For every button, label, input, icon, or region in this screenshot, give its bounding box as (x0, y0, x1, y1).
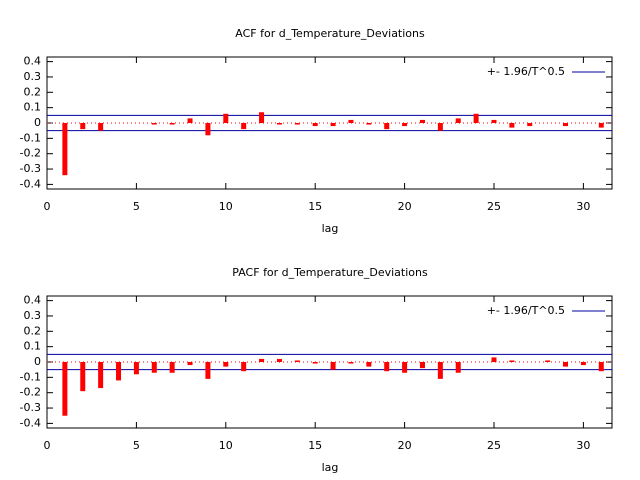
y-tick-label: 0.4 (24, 55, 42, 68)
y-tick-label: 0.2 (24, 324, 42, 337)
bar (312, 123, 318, 127)
bar (384, 362, 390, 372)
bar (598, 123, 604, 128)
bar (419, 362, 425, 369)
x-tick-label: 10 (219, 439, 233, 452)
x-axis-label: lag (322, 222, 339, 235)
chart-title: ACF for d_Temperature_Deviations (235, 27, 425, 40)
bar (509, 360, 515, 362)
x-tick-label: 15 (308, 439, 322, 452)
x-tick-label: 15 (308, 200, 322, 213)
y-tick-label: -0.3 (20, 401, 41, 414)
x-tick-label: 30 (576, 439, 590, 452)
bar (294, 123, 300, 125)
bar (366, 362, 372, 367)
bar (384, 123, 390, 130)
bar (205, 362, 211, 379)
y-tick-label: -0.1 (20, 131, 41, 144)
y-tick-label: 0 (34, 355, 41, 368)
y-tick-label: -0.2 (20, 386, 41, 399)
bar (563, 362, 569, 367)
bar (80, 362, 86, 392)
y-tick-label: 0.1 (24, 340, 42, 353)
bar (437, 362, 443, 379)
bar (276, 358, 282, 362)
x-tick-label: 25 (487, 200, 501, 213)
bar (348, 362, 354, 364)
bar (276, 123, 282, 125)
x-tick-label: 10 (219, 200, 233, 213)
bar (223, 362, 229, 367)
y-tick-label: 0.1 (24, 101, 42, 114)
bar (455, 362, 461, 373)
bar (419, 119, 425, 123)
y-tick-label: 0.4 (24, 294, 42, 307)
bar (455, 118, 461, 123)
bar (62, 123, 68, 176)
bar (598, 362, 604, 372)
y-tick-label: 0 (34, 116, 41, 129)
y-tick-label: -0.2 (20, 147, 41, 160)
bar (330, 123, 336, 127)
x-tick-label: 30 (576, 200, 590, 213)
bar (98, 362, 104, 389)
bar (98, 123, 104, 131)
bar (545, 360, 551, 362)
bar (187, 362, 193, 366)
x-tick-label: 0 (44, 439, 51, 452)
y-tick-label: -0.1 (20, 370, 41, 383)
bar (259, 112, 265, 123)
bar (241, 123, 247, 130)
bar (187, 118, 193, 123)
bar (169, 123, 175, 125)
bar (473, 113, 479, 123)
bar (205, 123, 211, 136)
bar (223, 113, 229, 123)
bar (563, 123, 569, 127)
bar (116, 362, 122, 381)
bar (259, 358, 265, 362)
bar (580, 362, 586, 366)
bar (491, 119, 497, 123)
bar (80, 123, 86, 130)
bar (294, 360, 300, 362)
y-tick-label: 0.2 (24, 85, 42, 98)
x-tick-label: 20 (398, 439, 412, 452)
legend-label: +- 1.96/T^0.5 (487, 65, 565, 78)
bar (151, 123, 157, 125)
x-tick-label: 5 (133, 439, 140, 452)
bar (509, 123, 515, 128)
bar (330, 362, 336, 370)
bar (491, 357, 497, 362)
y-tick-label: 0.3 (24, 70, 42, 83)
bar (241, 362, 247, 372)
bar (312, 362, 318, 364)
bar (366, 123, 372, 125)
bar (437, 123, 443, 131)
bar (402, 123, 408, 127)
x-tick-label: 20 (398, 200, 412, 213)
x-tick-label: 5 (133, 200, 140, 213)
y-tick-label: 0.3 (24, 309, 42, 322)
x-axis-label: lag (322, 461, 339, 474)
bar (348, 119, 354, 123)
x-tick-label: 25 (487, 439, 501, 452)
y-tick-label: -0.4 (20, 416, 41, 429)
bar (402, 362, 408, 373)
bar (62, 362, 68, 416)
bar (133, 362, 139, 375)
legend-label: +- 1.96/T^0.5 (487, 304, 565, 317)
bar (527, 123, 533, 127)
y-tick-label: -0.3 (20, 162, 41, 175)
x-tick-label: 0 (44, 200, 51, 213)
chart-title: PACF for d_Temperature_Deviations (232, 266, 428, 279)
y-tick-label: -0.4 (20, 177, 41, 190)
bar (151, 362, 157, 373)
bar (169, 362, 175, 373)
